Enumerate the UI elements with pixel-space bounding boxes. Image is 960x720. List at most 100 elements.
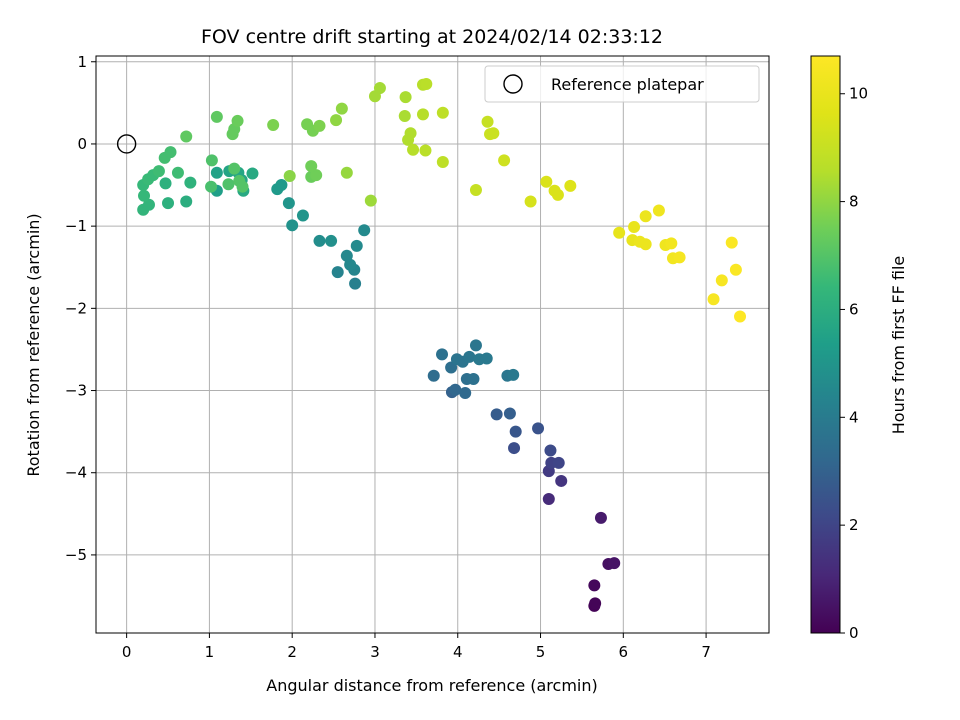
legend-entry: Reference platepar [551,75,704,94]
data-point [416,108,429,121]
colorbar-ticks: 0 2 4 6 8 10 [840,85,868,642]
data-point [463,350,476,363]
data-point [420,77,433,90]
data-point [305,160,318,173]
data-point [436,348,449,361]
data-point [673,251,686,264]
x-tick-label: 1 [205,643,215,661]
data-point [228,162,241,175]
data-point [267,119,280,132]
data-point [330,114,343,127]
colorbar-tick-label: 10 [849,85,868,103]
data-point [301,118,314,131]
data-point [283,170,296,183]
data-point [564,179,577,192]
data-point [490,408,503,421]
data-point [734,310,747,323]
data-point [404,127,417,140]
x-tick-label: 5 [536,643,546,661]
data-point [358,224,371,237]
data-point [142,198,155,211]
chart-title: FOV centre drift starting at 2024/02/14 … [201,26,663,48]
data-point [419,144,432,157]
data-point [503,407,516,420]
data-point [459,386,472,399]
data-point [364,194,377,207]
data-point [236,180,249,193]
data-point [639,238,652,251]
data-point [628,220,641,233]
data-point [275,179,288,192]
data-point [205,154,218,167]
x-tick-label: 3 [370,643,380,661]
data-point [210,110,223,123]
y-tick-label: −2 [65,299,87,317]
data-point [399,91,412,104]
data-point [509,425,522,438]
data-point [481,115,494,128]
data-point [313,119,326,132]
data-point [180,195,193,208]
data-point [159,177,172,190]
data-point [152,165,165,178]
data-point [639,210,652,223]
reference-marker [116,134,137,154]
data-point [725,236,738,249]
data-point [246,167,259,180]
data-point [707,293,720,306]
data-point [340,249,353,262]
data-points [137,77,747,612]
data-point [467,373,480,386]
y-tick-label: 0 [77,135,87,153]
data-point [162,197,175,210]
data-point [222,178,235,191]
y-axis-label: Rotation from reference (arcmin) [24,213,43,476]
data-point [487,127,500,140]
y-tick-label: −3 [65,382,87,400]
y-tick-label: 1 [77,53,87,71]
data-point [665,237,678,250]
data-point [449,383,462,396]
data-point [231,114,244,127]
legend-marker [503,74,523,94]
data-point [498,154,511,167]
data-point [544,444,557,457]
data-point [138,189,151,202]
colorbar-tick-label: 8 [849,193,859,211]
data-point [286,219,299,232]
y-tick-label: −4 [65,464,87,482]
data-point [480,352,493,365]
colorbar-tick-label: 2 [849,516,859,534]
data-point [331,266,344,279]
data-point [164,146,177,159]
data-point [325,234,338,247]
data-point [613,226,626,239]
x-tick-label: 0 [122,643,132,661]
data-point [551,188,564,201]
data-point [524,195,537,208]
data-point [407,143,420,156]
data-point [335,102,348,115]
reference-point [116,134,137,154]
colorbar-tick-label: 0 [849,624,859,642]
data-point [296,209,309,222]
data-point [540,175,553,188]
data-point [555,474,568,487]
data-point [436,156,449,169]
data-point [180,130,193,143]
data-point [210,166,223,179]
grid [96,56,769,633]
data-point [594,511,607,524]
data-point [310,169,323,182]
data-point [373,82,386,95]
colorbar [810,55,841,634]
colorbar-tick-label: 4 [849,408,859,426]
data-point [398,110,411,123]
data-point [184,176,197,189]
data-point [589,597,602,610]
data-point [507,368,520,381]
data-point [171,166,184,179]
data-point [552,456,565,469]
data-point [542,493,555,506]
data-point [469,183,482,196]
